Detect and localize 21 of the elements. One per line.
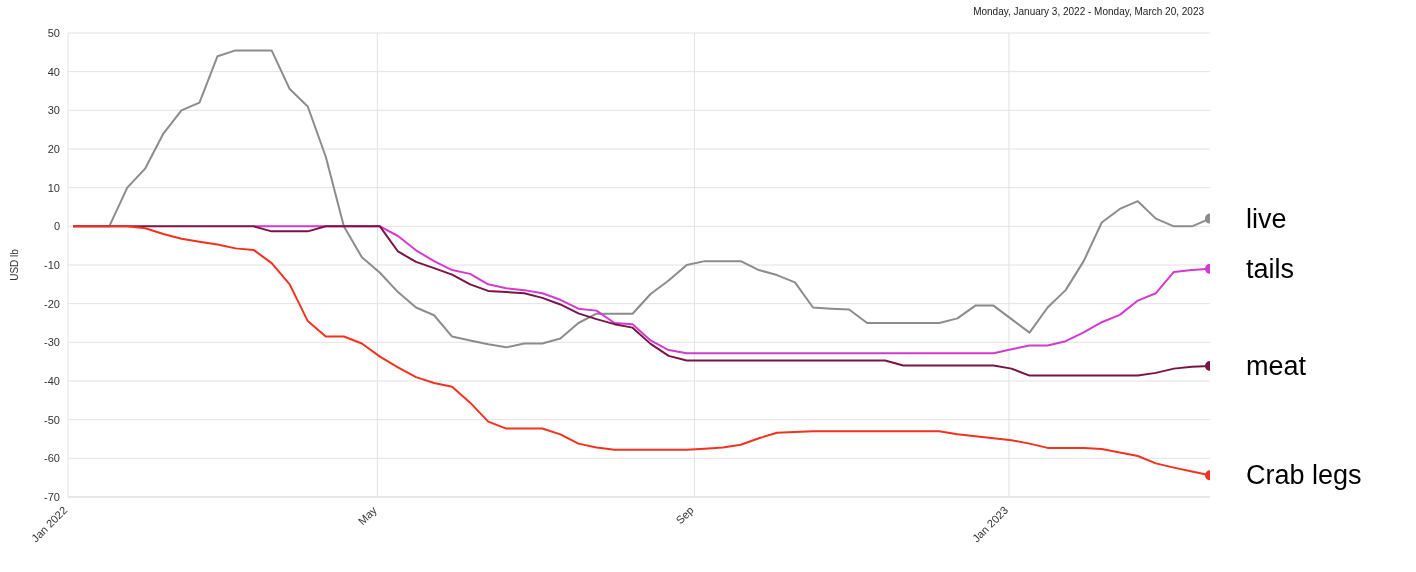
- series-label: Crab legs: [1246, 460, 1362, 491]
- chart-subtitle: Monday, January 3, 2022 - Monday, March 20, 2023: [973, 6, 1204, 17]
- y-tick-label: 30: [47, 104, 60, 117]
- y-tick-label: -40: [44, 374, 60, 387]
- y-tick-label: -20: [44, 297, 60, 310]
- series-label: tails: [1246, 253, 1295, 284]
- y-tick-label: 0: [53, 220, 60, 233]
- y-tick-label: -70: [44, 490, 60, 503]
- x-tick-label: May: [355, 503, 380, 528]
- y-tick-label: -60: [44, 452, 60, 465]
- y-axis-title: USD lb: [8, 248, 20, 281]
- y-tick-label: -50: [44, 413, 60, 426]
- y-tick-label: 20: [47, 142, 60, 155]
- y-tick-label: -30: [44, 336, 60, 349]
- series-label: live: [1246, 203, 1287, 234]
- series-label: meat: [1246, 350, 1307, 381]
- y-tick-label: 10: [47, 181, 60, 194]
- y-tick-label: -10: [44, 258, 60, 271]
- x-tick-label: Sep: [673, 503, 696, 527]
- y-tick-label: 50: [47, 26, 60, 39]
- y-tick-label: 40: [47, 65, 60, 78]
